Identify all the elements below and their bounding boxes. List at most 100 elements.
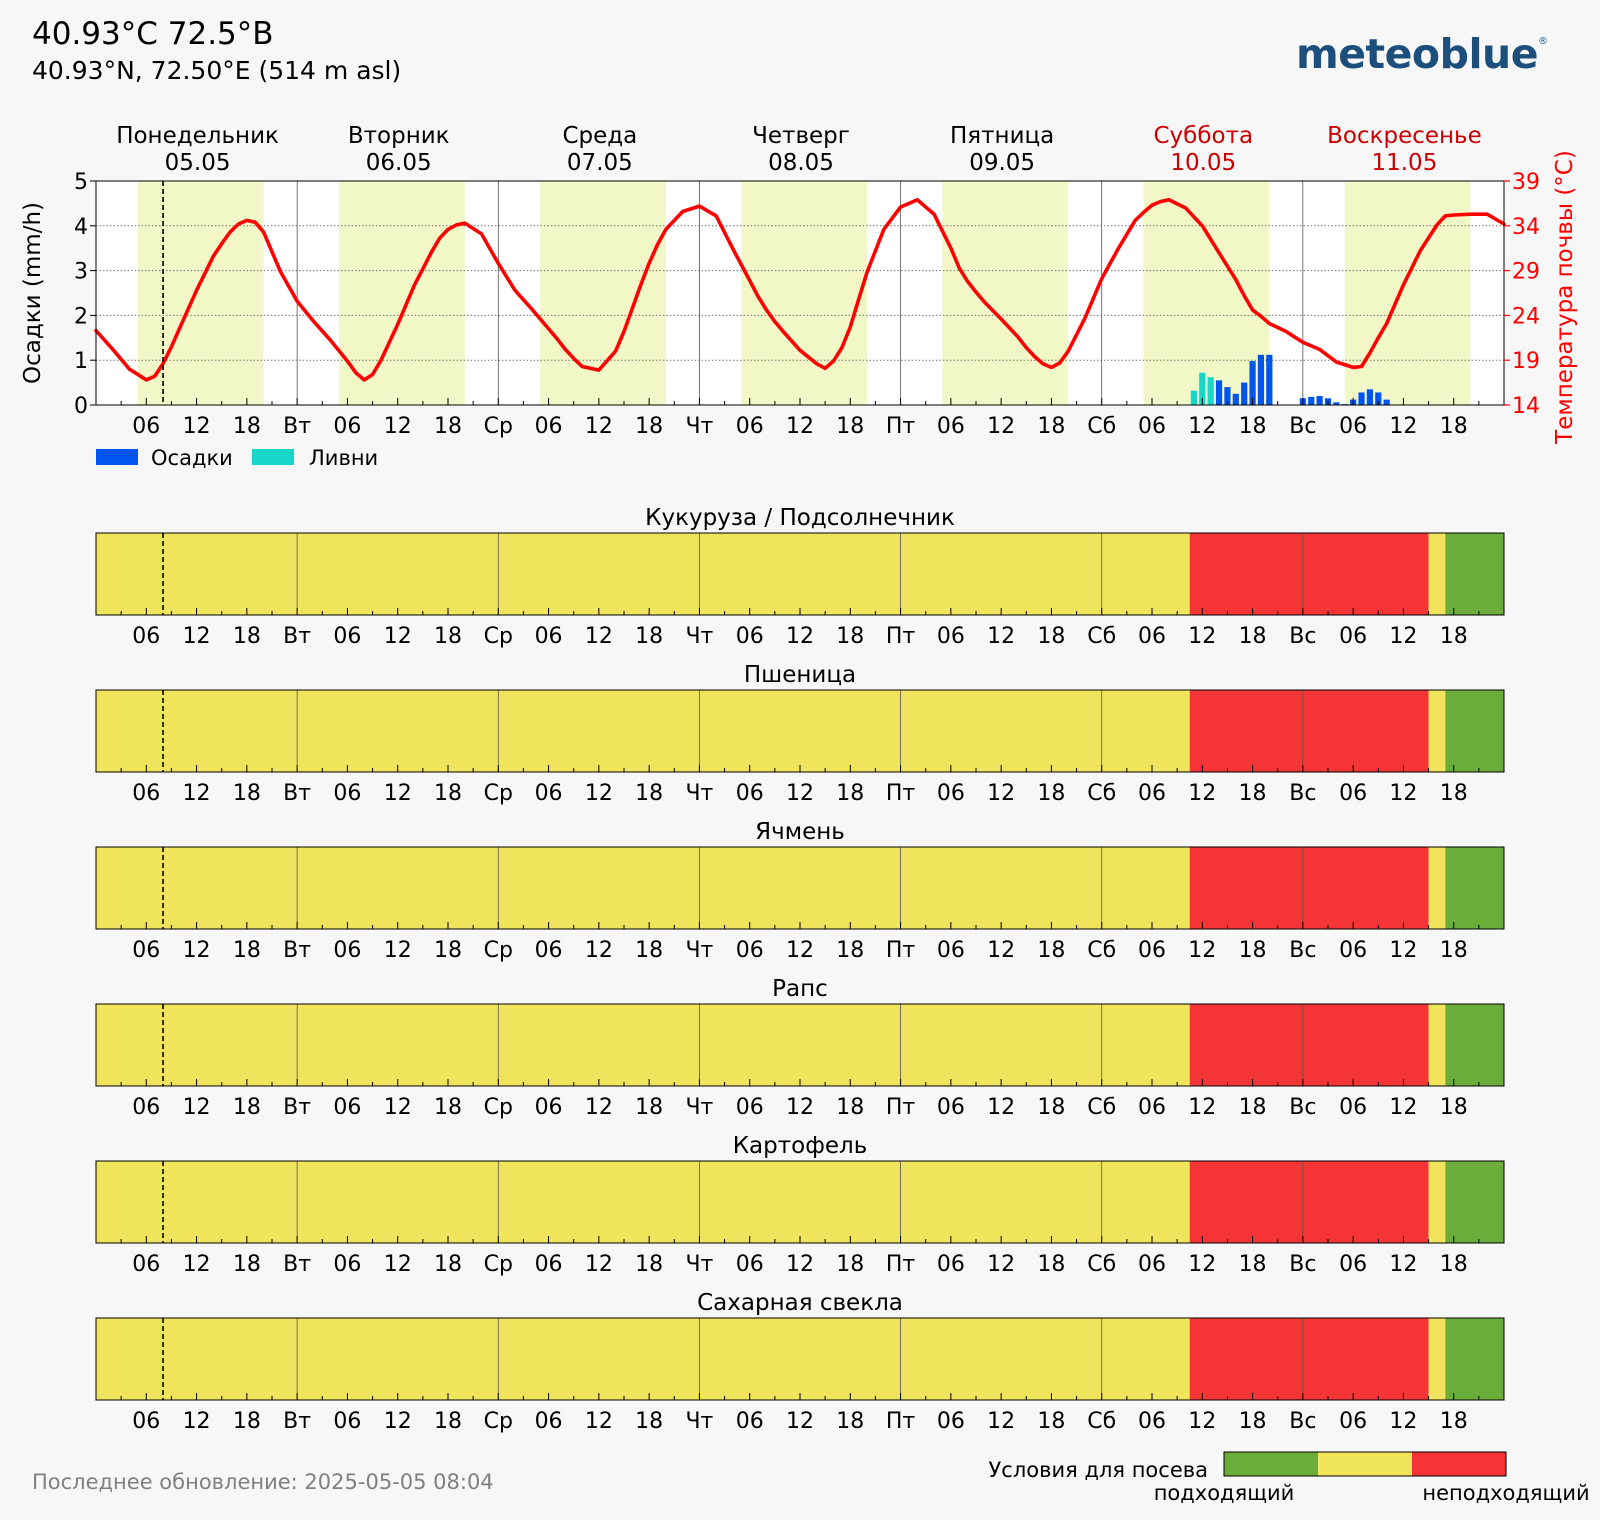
sowing-unsuitable-segment [1189, 690, 1429, 772]
daylight-band [741, 181, 868, 405]
x-tick-label: 12 [786, 781, 814, 806]
x-tick-label: 06 [132, 1409, 160, 1434]
x-tick-label: 06 [1138, 414, 1166, 439]
precipitation-bar [1224, 387, 1231, 405]
precipitation-bar [1383, 399, 1390, 405]
sowing-legend-frame [1223, 1451, 1507, 1477]
x-tick-label: 12 [786, 624, 814, 649]
x-tick-label: 12 [1389, 1095, 1417, 1120]
x-tick-label: Ср [484, 781, 513, 806]
x-tick-label: 12 [585, 1252, 613, 1277]
x-tick-label: 12 [1389, 624, 1417, 649]
temperature-axis-label: Температура почвы (°C) [1552, 150, 1578, 445]
sowing-medium-segment [96, 847, 1190, 929]
x-tick-label: 06 [937, 938, 965, 963]
x-tick-label: 06 [1339, 1409, 1367, 1434]
day-date: 07.05 [567, 150, 633, 176]
precipitation-bar [1366, 389, 1374, 405]
x-tick-label: 06 [535, 1409, 563, 1434]
x-tick-label: 12 [384, 414, 412, 439]
precipitation-bar [1266, 354, 1273, 405]
soil-temperature-line [94, 198, 1506, 382]
x-tick-label: Чт [685, 1095, 713, 1120]
crop-title: Ячмень [755, 819, 845, 845]
crop-title: Пшеница [744, 662, 856, 688]
x-tick-label: 12 [1188, 1095, 1216, 1120]
x-tick-label: Чт [685, 624, 713, 649]
sowing-unsuitable-segment [1189, 1004, 1429, 1086]
x-tick-label: Вс [1289, 1409, 1316, 1434]
x-tick-label: Пт [886, 414, 916, 439]
x-tick-label: 06 [1138, 1252, 1166, 1277]
legend-unsuitable-swatch [1412, 1452, 1506, 1476]
x-tick-label: 18 [1037, 1252, 1065, 1277]
x-tick-label: 12 [987, 781, 1015, 806]
day-date: 08.05 [768, 150, 834, 176]
last-update: Последнее обновление: 2025-05-05 08:04 [32, 1470, 494, 1494]
y-tick-label-left: 5 [74, 170, 88, 195]
x-tick-label: Вс [1289, 1252, 1316, 1277]
x-tick-label: 18 [635, 781, 663, 806]
sowing-suitable-segment [1445, 1161, 1504, 1243]
x-tick-label: 12 [183, 1095, 211, 1120]
x-tick-label: Ср [484, 938, 513, 963]
x-tick-label: 06 [1339, 781, 1367, 806]
sowing-suitable-segment [1445, 1318, 1504, 1400]
precipitation-bar [1249, 361, 1256, 405]
x-tick-label: Ср [484, 414, 513, 439]
x-tick-label: Пт [886, 781, 916, 806]
location-coordinates: 40.93°N, 72.50°E (514 m asl) [32, 56, 402, 85]
x-tick-label: 18 [1239, 1252, 1267, 1277]
x-tick-label: 18 [1037, 781, 1065, 806]
x-tick-label: 12 [384, 1409, 412, 1434]
x-tick-label: 06 [535, 1095, 563, 1120]
y-tick-label-left: 0 [74, 394, 88, 419]
x-tick-label: Пт [886, 1252, 916, 1277]
x-tick-label: 18 [635, 1095, 663, 1120]
x-tick-label: 12 [1389, 1409, 1417, 1434]
x-tick-label: 12 [384, 1252, 412, 1277]
x-tick-label: 12 [1389, 414, 1417, 439]
precipitation-bar [1257, 354, 1265, 405]
x-tick-label: 12 [585, 781, 613, 806]
x-tick-label: 06 [132, 938, 160, 963]
x-tick-label: 06 [333, 624, 361, 649]
x-tick-label: 06 [1138, 781, 1166, 806]
x-tick-label: Сб [1087, 938, 1116, 963]
x-tick-label: 12 [585, 1095, 613, 1120]
day-date: 11.05 [1371, 150, 1437, 176]
x-tick-label: Чт [685, 1252, 713, 1277]
sowing-medium-segment [1428, 1161, 1446, 1243]
x-tick-label: 18 [1239, 624, 1267, 649]
x-tick-label: 06 [535, 938, 563, 963]
y-tick-label-right: 24 [1512, 304, 1540, 329]
precipitation-bar [1241, 382, 1248, 405]
meteoblue-logo[interactable]: meteoblue® [1296, 30, 1548, 78]
showers-bar [1207, 377, 1214, 405]
x-tick-label: Ср [484, 1252, 513, 1277]
x-tick-label: 18 [233, 1409, 261, 1434]
day-name: Суббота [1153, 123, 1253, 149]
x-tick-label: 18 [1239, 781, 1267, 806]
x-tick-label: 06 [333, 414, 361, 439]
x-tick-label: Вт [283, 414, 311, 439]
x-tick-label: Сб [1087, 624, 1116, 649]
x-tick-label: Чт [685, 938, 713, 963]
crop-title: Картофель [733, 1133, 868, 1159]
x-tick-label: 06 [535, 414, 563, 439]
x-tick-label: 06 [535, 1252, 563, 1277]
x-tick-label: 12 [384, 781, 412, 806]
y-tick-label-left: 4 [74, 215, 88, 240]
crop-title: Рапс [772, 976, 828, 1002]
x-tick-label: Вс [1289, 414, 1316, 439]
x-tick-label: 06 [1138, 938, 1166, 963]
legend-medium-swatch [1318, 1452, 1412, 1476]
x-tick-label: 12 [987, 938, 1015, 963]
x-tick-label: 18 [434, 781, 462, 806]
sowing-suitable-segment [1445, 1004, 1504, 1086]
x-tick-label: 18 [836, 1252, 864, 1277]
y-tick-label-right: 14 [1512, 394, 1540, 419]
x-tick-label: Сб [1087, 1409, 1116, 1434]
x-tick-label: 18 [1440, 938, 1468, 963]
x-tick-label: 12 [1188, 1252, 1216, 1277]
